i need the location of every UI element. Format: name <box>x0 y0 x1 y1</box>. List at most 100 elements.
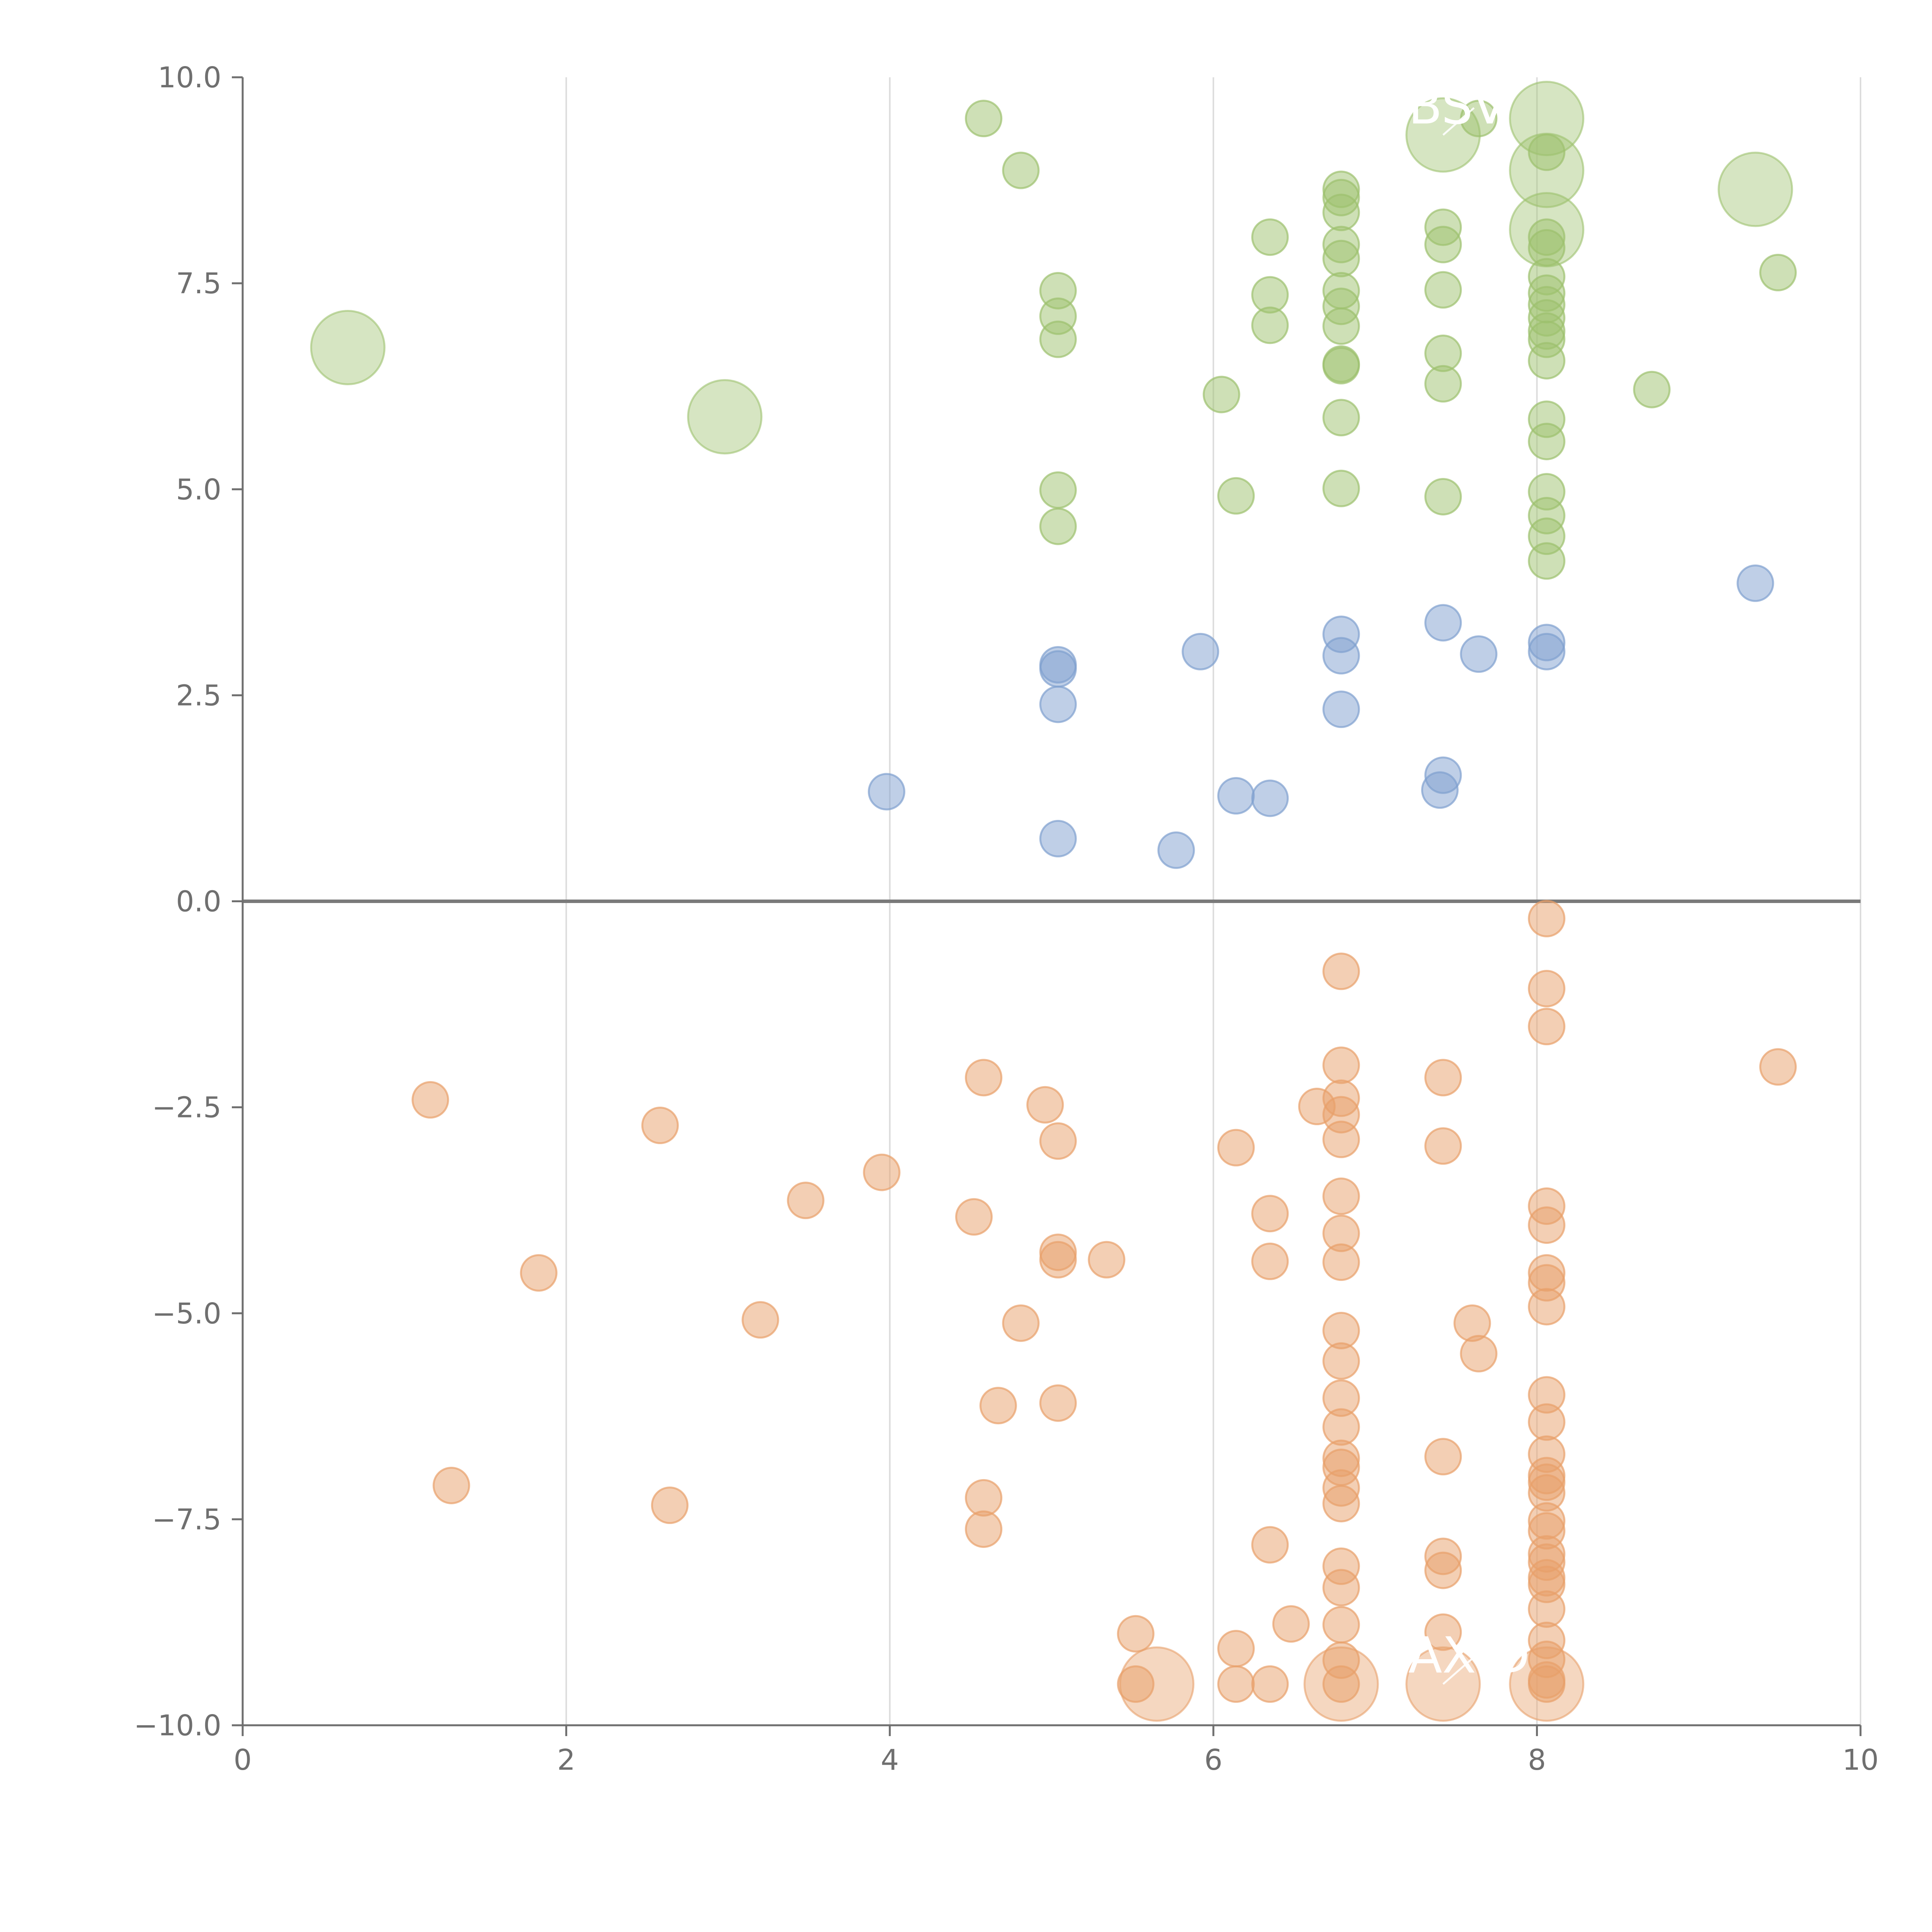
data-point-negative <box>1251 1242 1289 1280</box>
data-point-large-negative <box>1509 1646 1585 1722</box>
data-point-positive <box>1322 347 1360 384</box>
data-point-positive <box>1322 307 1360 345</box>
data-point-positive <box>1424 271 1462 309</box>
data-point-neutral <box>1424 604 1462 642</box>
data-point-negative <box>1039 1384 1077 1422</box>
data-point-positive <box>1322 469 1360 507</box>
data-point-positive <box>1322 194 1360 231</box>
data-point-negative <box>432 1466 470 1504</box>
data-point-negative <box>1217 1665 1255 1703</box>
y-tick-label: −2.5 <box>152 1091 221 1124</box>
data-point-negative <box>1322 1485 1360 1522</box>
data-point-positive <box>965 100 1003 138</box>
data-point-positive <box>1251 218 1289 256</box>
data-point-negative <box>965 1059 1003 1097</box>
data-point-negative <box>1322 1121 1360 1158</box>
data-point-negative <box>520 1254 558 1292</box>
data-point-negative <box>1460 1335 1498 1372</box>
series-neutral <box>867 564 1774 869</box>
data-point-negative <box>955 1198 993 1236</box>
data-point-neutral <box>1157 831 1195 869</box>
x-tick-label: 6 <box>1204 1743 1223 1777</box>
data-point-negative <box>1528 1665 1566 1703</box>
data-point-neutral <box>1039 820 1077 857</box>
data-point-negative <box>1528 1403 1566 1441</box>
data-point-negative <box>1322 1177 1360 1215</box>
data-point-negative <box>965 1479 1003 1517</box>
data-point-negative <box>1026 1086 1064 1124</box>
data-point-negative <box>1528 1288 1566 1326</box>
data-point-negative <box>1322 1046 1360 1084</box>
data-point-negative <box>1759 1048 1797 1086</box>
data-point-negative <box>1251 1195 1289 1233</box>
data-point-negative <box>1424 1127 1462 1165</box>
data-point-negative <box>863 1153 901 1191</box>
series-positive <box>310 81 1797 580</box>
data-point-negative <box>1528 900 1566 937</box>
data-point-neutral <box>1424 756 1462 794</box>
data-point-large-positive <box>310 310 386 385</box>
data-point-negative <box>1088 1241 1126 1279</box>
annotation-label: BSV <box>1408 78 1507 135</box>
data-point-positive <box>1424 478 1462 515</box>
annotation-label: AX.D <box>1408 1627 1530 1684</box>
data-point-neutral <box>1322 637 1360 675</box>
data-point-negative <box>1528 1590 1566 1628</box>
data-point-negative <box>1217 1129 1255 1167</box>
data-point-neutral <box>1217 777 1255 815</box>
data-point-positive <box>1039 320 1077 358</box>
data-point-negative <box>1453 1304 1491 1342</box>
data-point-large-positive <box>1718 151 1793 227</box>
data-point-negative <box>1528 970 1566 1008</box>
annotation-leader <box>1442 107 1475 136</box>
data-point-negative <box>1272 1605 1310 1643</box>
tick-labels: 0 2 4 6 8 10 10.0 7.5 5.0 2.5 0.0 −2.5 −5.0 −7.5 −10.0 <box>134 61 1879 1777</box>
data-point-large-positive <box>1509 192 1585 268</box>
data-point-positive <box>1322 240 1360 277</box>
data-point-positive <box>1528 423 1566 461</box>
data-point-large-positive <box>1509 133 1585 208</box>
data-point-positive <box>1322 399 1360 437</box>
y-tick-label: −7.5 <box>152 1503 221 1536</box>
x-tick-label: 8 <box>1528 1743 1546 1777</box>
data-point-neutral <box>1182 633 1219 670</box>
data-point-negative <box>1424 1059 1462 1097</box>
y-tick-label: 7.5 <box>176 267 221 300</box>
data-point-negative <box>1424 1438 1462 1476</box>
data-point-negative <box>1322 1243 1360 1281</box>
data-point-negative <box>1322 1408 1360 1446</box>
data-point-large-negative <box>1119 1646 1195 1722</box>
data-point-negative <box>1251 1665 1289 1703</box>
data-point-negative <box>651 1486 689 1524</box>
data-point-negative <box>1217 1630 1255 1668</box>
data-point-negative <box>1117 1615 1155 1653</box>
data-point-negative <box>1424 1613 1462 1651</box>
data-point-negative <box>1039 1241 1077 1279</box>
data-point-neutral <box>1528 633 1566 670</box>
data-point-negative <box>1251 1526 1289 1564</box>
data-point-negative <box>1322 1665 1360 1703</box>
data-point-negative <box>1039 1122 1077 1160</box>
data-point-neutral <box>1322 690 1360 728</box>
x-tick-label: 10 <box>1842 1743 1879 1777</box>
series-negative <box>412 900 1797 1722</box>
data-point-negative <box>1528 1206 1566 1244</box>
data-point-negative <box>742 1301 779 1339</box>
x-tick-label: 2 <box>557 1743 575 1777</box>
y-tick-label: −10.0 <box>134 1709 221 1742</box>
annotation-leader <box>1442 1656 1475 1685</box>
data-point-positive <box>1039 471 1077 509</box>
data-point-positive <box>1424 226 1462 264</box>
data-point-negative <box>1322 1606 1360 1644</box>
data-point-positive <box>1759 253 1797 291</box>
axes <box>232 76 1862 1736</box>
data-point-negative <box>1322 1569 1360 1607</box>
data-point-large-negative <box>1303 1646 1379 1722</box>
data-point-neutral <box>867 773 905 811</box>
data-point-large-positive <box>1509 81 1585 156</box>
data-point-neutral <box>1039 685 1077 723</box>
data-point-negative <box>1424 1551 1462 1589</box>
data-point-negative <box>979 1387 1017 1425</box>
data-point-positive <box>1002 151 1040 189</box>
